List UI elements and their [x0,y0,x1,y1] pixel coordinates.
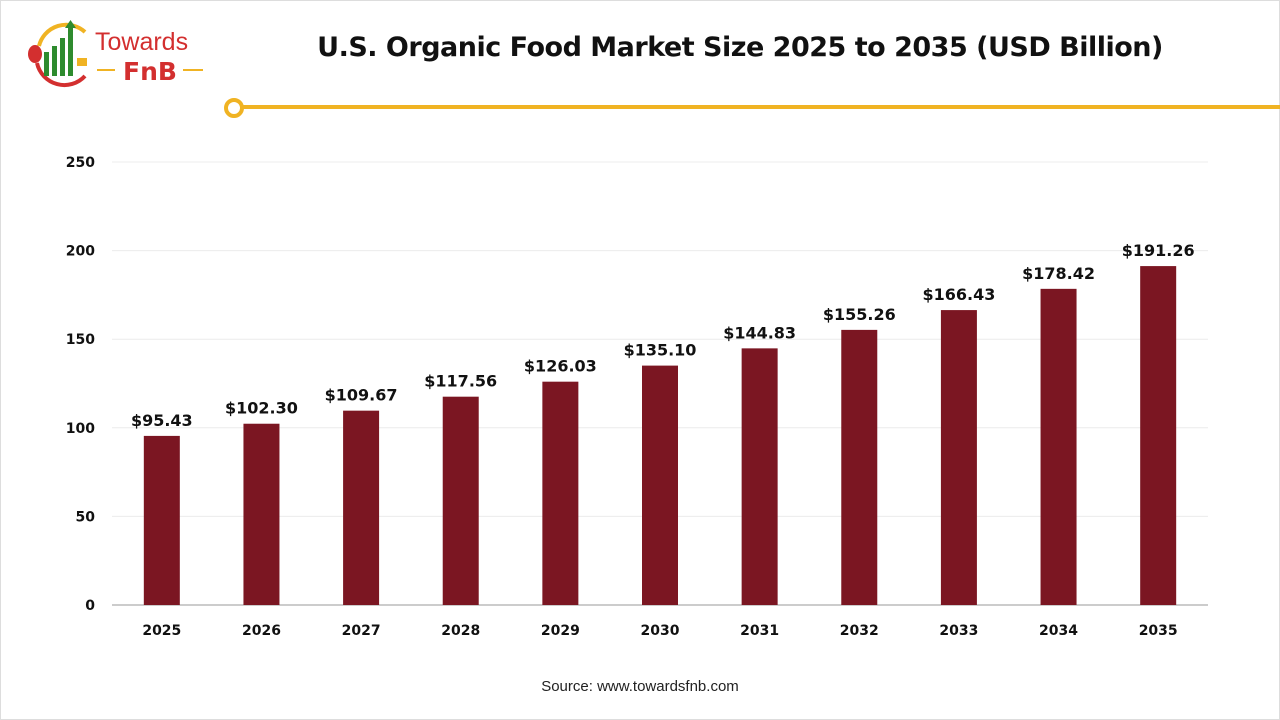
bar-2032 [841,329,878,605]
svg-text:Towards: Towards [95,28,188,56]
data-label: $135.10 [624,341,697,360]
data-label: $95.43 [131,411,193,430]
bar-2029 [542,381,579,605]
bar-2033 [940,310,977,605]
y-tick-label: 250 [66,155,95,171]
x-tick-label: 2033 [939,623,978,639]
svg-text:FnB: FnB [123,57,177,86]
data-label: $117.56 [424,372,497,391]
data-label: $144.83 [723,323,796,342]
y-tick-label: 150 [66,332,95,348]
x-tick-label: 2025 [142,623,181,639]
x-tick-label: 2034 [1039,623,1078,639]
data-label: $102.30 [225,399,298,418]
bar-2028 [442,396,479,605]
x-tick-label: 2032 [840,623,879,639]
x-tick-label: 2030 [641,623,680,639]
data-label: $155.26 [823,305,896,324]
x-tick-label: 2028 [441,623,480,639]
source-note: Source: www.towardsfnb.com [541,678,739,695]
data-label: $191.26 [1122,241,1195,260]
x-tick-label: 2029 [541,623,580,639]
bar-2035 [1140,266,1177,605]
bar-2025 [143,435,180,605]
bar-2031 [741,348,778,605]
data-label: $126.03 [524,357,597,376]
towards-fnb-logo: Towards FnB [25,18,215,88]
y-tick-label: 200 [66,244,95,260]
bar-2027 [343,410,380,605]
bar-2030 [642,365,678,605]
data-label: $109.67 [325,386,398,405]
x-tick-label: 2027 [342,623,381,639]
y-tick-label: 100 [66,421,95,437]
data-label: $178.42 [1022,264,1095,283]
x-tick-label: 2026 [242,623,281,639]
bar-2034 [1040,288,1077,605]
chart-title: U.S. Organic Food Market Size 2025 to 20… [317,32,1163,63]
bar-2026 [243,423,280,605]
data-label: $166.43 [922,285,995,304]
x-tick-label: 2035 [1139,623,1178,639]
x-tick-label: 2031 [740,623,779,639]
y-tick-label: 0 [85,598,95,614]
decorative-rule [242,105,1280,109]
y-tick-label: 50 [76,509,96,525]
